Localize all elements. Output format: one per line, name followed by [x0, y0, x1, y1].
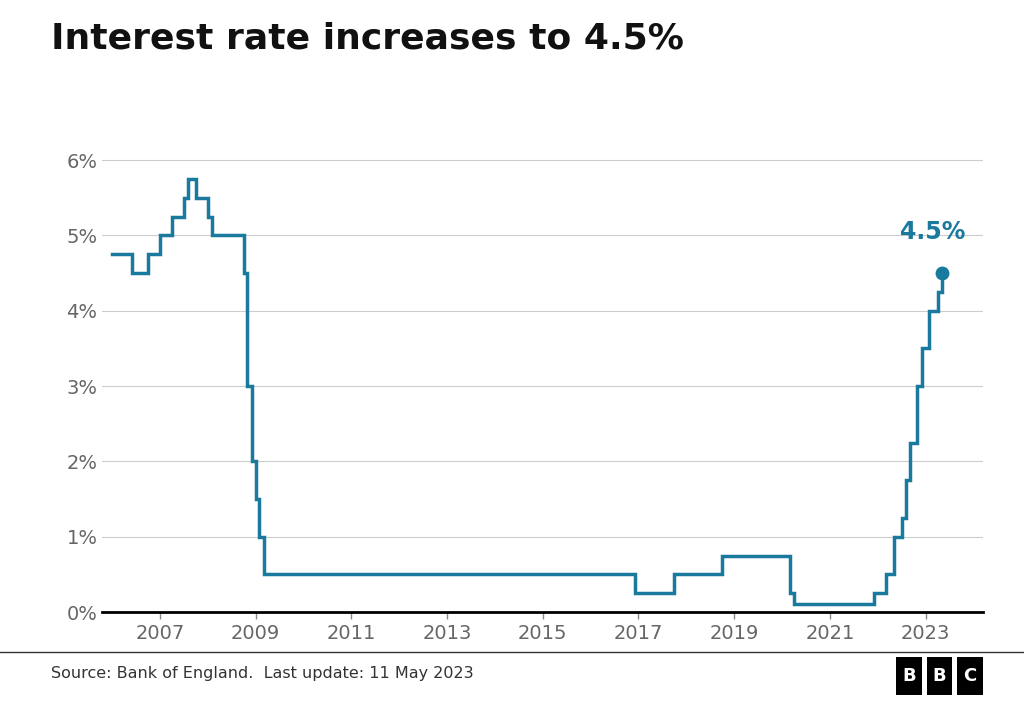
Text: Interest rate increases to 4.5%: Interest rate increases to 4.5%: [51, 22, 684, 55]
Text: B: B: [902, 667, 915, 685]
Text: 4.5%: 4.5%: [900, 220, 966, 244]
Text: Source: Bank of England.  Last update: 11 May 2023: Source: Bank of England. Last update: 11…: [51, 666, 474, 680]
Text: B: B: [933, 667, 946, 685]
Text: C: C: [964, 667, 977, 685]
